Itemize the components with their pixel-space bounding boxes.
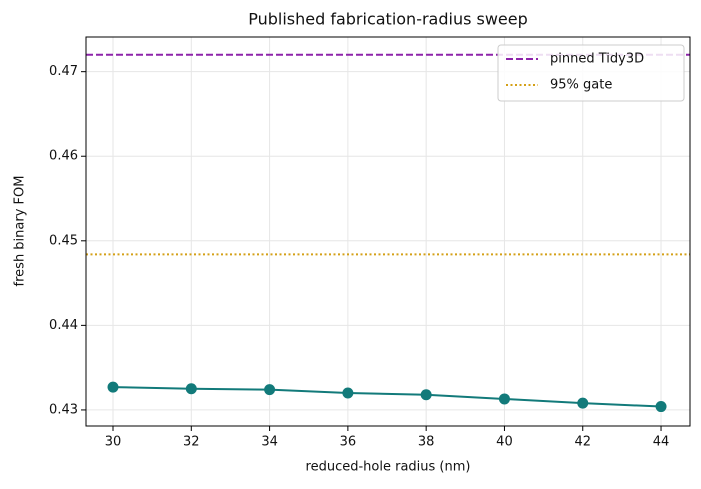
x-tick-label: 30: [105, 435, 122, 450]
y-tick-label: 0.44: [49, 318, 78, 333]
x-tick-label: 44: [653, 435, 670, 450]
data-point: [185, 383, 197, 395]
x-tick-label: 42: [574, 435, 591, 450]
legend-label: pinned Tidy3D: [550, 52, 644, 67]
x-axis-label: reduced-hole radius (nm): [306, 460, 471, 475]
data-point: [264, 384, 276, 396]
data-point: [655, 401, 667, 413]
data-point: [577, 397, 589, 409]
x-tick-label: 38: [418, 435, 435, 450]
x-tick-label: 32: [183, 435, 200, 450]
y-tick-label: 0.45: [49, 233, 78, 248]
plot-frame: [85, 36, 691, 427]
y-tick-label: 0.47: [49, 64, 78, 79]
series-line: [112, 386, 662, 408]
x-tick-label: 34: [261, 435, 278, 450]
y-tick-label: 0.46: [49, 149, 78, 164]
y-axis-label: fresh binary FOM: [13, 176, 28, 287]
data-point: [498, 393, 510, 405]
x-tick-label: 36: [340, 435, 357, 450]
data-point: [420, 389, 432, 401]
data-point: [342, 387, 354, 399]
x-tick-label: 40: [496, 435, 513, 450]
chart-title: Published fabrication-radius sweep: [248, 10, 528, 29]
legend-box: [497, 44, 685, 102]
legend-label: 95% gate: [550, 78, 612, 93]
y-tick-label: 0.43: [49, 402, 78, 417]
data-point: [107, 381, 119, 393]
